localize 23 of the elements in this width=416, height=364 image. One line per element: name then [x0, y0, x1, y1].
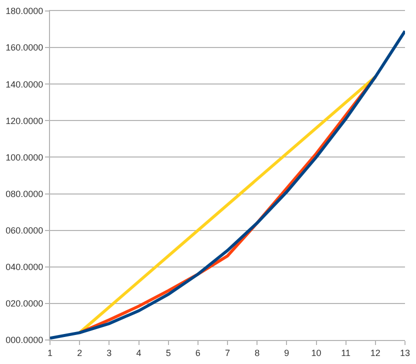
y-tick-label: 060.0000 [6, 225, 44, 236]
y-tick-label: 040.0000 [6, 262, 44, 272]
x-tick-label: 12 [370, 348, 380, 358]
y-tick-label: 100.0000 [6, 152, 44, 162]
y-tick-label: 020.0000 [6, 298, 44, 309]
x-tick-label: 1 [47, 348, 53, 358]
x-tick-label: 7 [224, 348, 230, 358]
x-tick-label: 4 [136, 348, 142, 358]
x-tick-label: 3 [106, 348, 112, 358]
x-tick-label: 13 [400, 348, 410, 358]
y-tick-label: 180.0000 [6, 6, 44, 16]
y-tick-label: 120.0000 [6, 116, 44, 126]
y-tick-label: 140.0000 [6, 79, 44, 90]
x-tick-label: 10 [311, 348, 322, 358]
x-tick-label: 11 [341, 348, 350, 358]
x-tick-label: 8 [254, 348, 260, 358]
y-tick-label: 080.0000 [6, 188, 44, 199]
x-tick-label: 6 [195, 348, 200, 358]
x-tick-label: 2 [77, 348, 82, 358]
y-tick-label: 160.0000 [6, 42, 44, 53]
y-tick-label: 000.0000 [6, 335, 44, 346]
x-tick-label: 5 [166, 348, 171, 358]
x-tick-label: 9 [284, 348, 290, 358]
